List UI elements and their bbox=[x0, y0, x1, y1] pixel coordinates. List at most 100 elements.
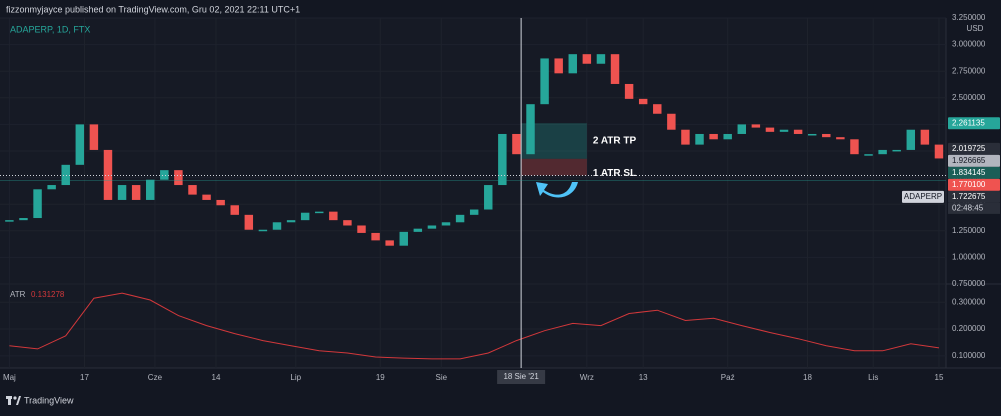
x-tick-label: 17 bbox=[80, 373, 89, 382]
candle bbox=[244, 214, 254, 230]
stop-loss-zone bbox=[521, 158, 587, 176]
x-tick-label: Cze bbox=[148, 373, 163, 382]
footer-logo bbox=[6, 396, 21, 405]
candle bbox=[681, 129, 690, 145]
candle bbox=[540, 58, 549, 105]
candle bbox=[667, 113, 676, 130]
x-tick-label: Lis bbox=[868, 373, 878, 382]
candle bbox=[695, 133, 704, 145]
candle bbox=[188, 185, 197, 195]
candle bbox=[596, 54, 606, 64]
atr-line bbox=[9, 292, 940, 360]
candle bbox=[892, 149, 901, 152]
candle bbox=[878, 149, 887, 155]
candle bbox=[638, 98, 648, 105]
y-tick-label: 3.250000 bbox=[952, 13, 986, 22]
overlay: 2 ATR TP 1 ATR SL 18 Sie '21 2.261135 2.0197… bbox=[0, 18, 1000, 384]
tp-label: 2 ATR TP bbox=[593, 136, 637, 147]
y-tick-label: 3.000000 bbox=[952, 40, 986, 49]
candle bbox=[371, 232, 380, 241]
price-label-bg bbox=[948, 117, 1000, 130]
candle bbox=[413, 228, 423, 232]
candle bbox=[385, 240, 394, 246]
x-tick-label: Wrz bbox=[580, 373, 594, 382]
atr-value: 0.131278 bbox=[31, 290, 65, 299]
price-label: 2.261135 bbox=[952, 118, 985, 127]
candle bbox=[568, 54, 577, 74]
x-tick-label: 19 bbox=[376, 373, 385, 382]
header-text: fizzonmyjayce published on TradingView.c… bbox=[6, 4, 300, 14]
candle bbox=[850, 139, 859, 155]
x-tick-label: Paź bbox=[721, 373, 735, 382]
x-tick-label: Sie bbox=[436, 373, 448, 382]
candle bbox=[131, 185, 141, 200]
take-profit-zone bbox=[521, 123, 587, 159]
candle bbox=[864, 154, 873, 156]
arrow-icon bbox=[536, 182, 578, 198]
price-label: 1.834145 bbox=[952, 168, 986, 177]
candle bbox=[47, 185, 56, 190]
price-label-bg bbox=[948, 178, 1000, 191]
price-label: 1.770100 bbox=[952, 180, 986, 189]
candle bbox=[343, 220, 352, 226]
candle bbox=[807, 133, 817, 136]
candle bbox=[61, 164, 70, 186]
symbol-label: ADAPERP, 1D, FTX bbox=[10, 24, 90, 34]
x-tick-label: 14 bbox=[212, 373, 221, 382]
candle bbox=[300, 212, 310, 221]
candle bbox=[216, 199, 225, 206]
price-label-bg bbox=[948, 166, 1000, 179]
candle bbox=[357, 225, 366, 233]
x-tick-label: 15 bbox=[935, 373, 944, 382]
crosshair-label-bg bbox=[497, 370, 546, 384]
candle bbox=[399, 231, 408, 246]
candle bbox=[554, 58, 563, 74]
candle bbox=[427, 225, 437, 229]
candle bbox=[117, 185, 127, 200]
price-label-bg bbox=[948, 154, 1000, 167]
candle bbox=[653, 104, 662, 114]
atr-name: ATR bbox=[10, 290, 26, 299]
candle bbox=[286, 220, 296, 223]
candle bbox=[920, 129, 930, 145]
candle bbox=[160, 170, 169, 180]
candle bbox=[934, 144, 944, 159]
candle bbox=[33, 189, 42, 219]
candle bbox=[202, 194, 211, 200]
candle bbox=[582, 54, 592, 64]
candle bbox=[315, 211, 324, 214]
plot-area bbox=[0, 18, 946, 368]
candle bbox=[484, 185, 493, 210]
footer-brand: TradingView bbox=[24, 395, 74, 405]
x-tick-label: 13 bbox=[639, 373, 648, 382]
candle bbox=[737, 124, 747, 134]
candle bbox=[723, 133, 732, 140]
candle bbox=[272, 222, 282, 230]
candle bbox=[230, 205, 239, 215]
countdown-bg bbox=[948, 202, 1000, 214]
candle bbox=[836, 137, 845, 140]
candle bbox=[103, 149, 113, 200]
y-tick-label: 0.750000 bbox=[952, 279, 986, 288]
candle bbox=[174, 170, 183, 186]
candle bbox=[709, 133, 718, 140]
y-tick-label: 2.500000 bbox=[952, 93, 986, 102]
candle bbox=[765, 127, 775, 132]
candle bbox=[498, 133, 507, 186]
candle bbox=[441, 222, 451, 226]
price-label: 2.019725 bbox=[952, 144, 986, 153]
candle bbox=[469, 209, 479, 215]
candle bbox=[89, 124, 99, 150]
candle bbox=[5, 220, 14, 222]
y-tick-label: 1.000000 bbox=[952, 253, 986, 262]
currency-label: USD bbox=[967, 24, 984, 33]
atr-tick-label: 0.200000 bbox=[952, 324, 986, 333]
y-tick-label: 1.250000 bbox=[952, 226, 986, 235]
candle bbox=[146, 179, 155, 200]
x-tick-label: 18 bbox=[803, 373, 812, 382]
marks bbox=[5, 54, 944, 360]
price-label: 1.926665 bbox=[952, 156, 986, 165]
candle bbox=[751, 124, 761, 128]
candle bbox=[793, 129, 803, 134]
